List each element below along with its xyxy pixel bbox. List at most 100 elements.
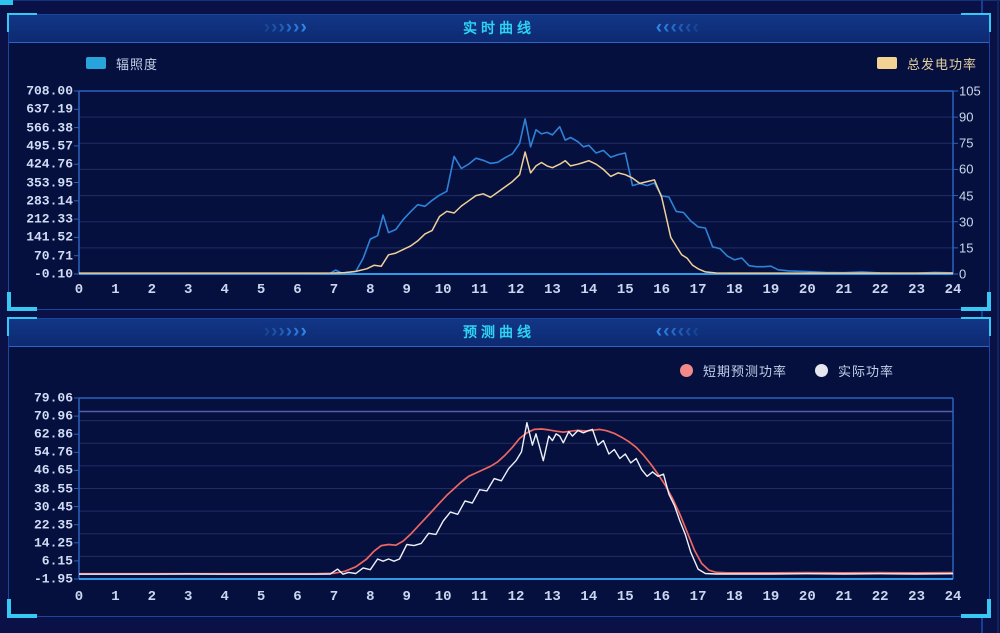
x-axis-tick-label: 5 — [256, 589, 266, 605]
x-axis-tick-label: 8 — [366, 589, 375, 605]
y-axis-tick-label: 283.14 — [26, 193, 73, 209]
panel-corner-accent — [7, 292, 37, 311]
chevron-glyph: ‹ — [663, 321, 671, 342]
chevron-glyph: ‹ — [692, 321, 700, 342]
x-axis-tick-label: 22 — [871, 589, 889, 605]
y-axis-tick-label: 45 — [959, 188, 974, 204]
x-axis-tick-label: 6 — [293, 589, 302, 605]
x-axis-tick-label: 16 — [653, 282, 671, 298]
chevron-glyph: › — [300, 321, 308, 342]
y-axis-tick-label: 60 — [959, 161, 974, 177]
x-axis-tick-label: 15 — [616, 589, 634, 605]
chevrons-left-icon: ‹‹‹‹‹‹ — [656, 15, 700, 41]
legend-total-power[interactable]: 总发电功率 — [876, 56, 977, 72]
y-axis-tick-label: 70.71 — [33, 248, 73, 264]
legend-actual-power[interactable]: 实际功率 — [814, 361, 894, 380]
y-axis-tick-label: 637.19 — [26, 101, 73, 117]
chevrons-right-icon: ›››››› — [264, 15, 308, 41]
chevron-glyph: › — [293, 321, 301, 342]
x-axis-tick-label: 4 — [220, 282, 229, 298]
x-axis-tick-label: 12 — [507, 589, 525, 605]
y-axis-tick-label: 566.38 — [26, 120, 73, 136]
right-frame-line — [981, 0, 983, 633]
chevron-glyph: ‹ — [685, 17, 693, 38]
y-axis-left: 79.06 70.96 62.86 54.76 46.65 38.55 30.45 22.35… — [9, 391, 73, 587]
forecast-curve-panel: ›››››› 预测曲线 ‹‹‹‹‹‹ 短期预测功率 实际功率 79.06 70.9… — [7, 317, 991, 618]
chevron-glyph: ‹ — [655, 17, 664, 38]
legend-irradiance[interactable]: 辐照度 — [86, 56, 159, 72]
x-axis-tick-label: 22 — [871, 282, 889, 298]
y-axis-tick-label: 14.25 — [33, 535, 73, 551]
x-axis-tick-label: 21 — [835, 589, 853, 605]
legend-dot-actual — [814, 363, 828, 377]
x-axis-tick-label: 8 — [366, 282, 375, 298]
y-axis-tick-label: 30 — [959, 214, 974, 230]
y-axis-tick-label: 30.45 — [33, 499, 73, 515]
panel-header: ›››››› 预测曲线 ‹‹‹‹‹‹ — [9, 319, 989, 347]
chevron-glyph: › — [271, 17, 279, 38]
x-axis-tick-label: 23 — [908, 282, 925, 298]
y-axis-tick-label: 708.00 — [26, 83, 73, 99]
x-axis-tick-label: 17 — [689, 589, 707, 605]
y-axis-tick-label: 54.76 — [33, 444, 73, 460]
x-axis-tick-label: 11 — [471, 282, 488, 298]
x-axis-tick-label: 21 — [835, 282, 853, 298]
chevron-glyph: › — [278, 321, 286, 342]
x-axis-tick-label: 2 — [147, 589, 157, 605]
y-axis-tick-label: 70.96 — [33, 408, 73, 424]
legend-dot-forecast — [679, 363, 693, 377]
panel-title: 实时曲线 — [463, 20, 535, 36]
x-axis-tick-label: 10 — [434, 282, 452, 298]
chevron-glyph: ‹ — [670, 321, 678, 342]
legend-forecast-group: 短期预测功率 实际功率 — [679, 361, 894, 380]
y-axis-tick-label: -0.10 — [33, 266, 73, 282]
plot-area[interactable] — [74, 397, 954, 580]
x-axis-tick-label: 24 — [944, 282, 962, 298]
y-axis-tick-label: 0 — [959, 266, 967, 282]
series-line[interactable] — [79, 428, 954, 575]
series-line[interactable] — [79, 151, 953, 274]
legend-label: 实际功率 — [837, 363, 894, 379]
legend-swatch-irradiance — [86, 57, 106, 69]
x-axis-tick-label: 19 — [762, 282, 780, 298]
chevrons-left-icon: ‹‹‹‹‹‹ — [656, 319, 700, 345]
y-axis-tick-label: 90 — [959, 109, 974, 125]
y-axis-tick-label: 79.06 — [33, 390, 73, 406]
screen-corner-accent — [0, 0, 13, 5]
x-axis-tick-label: 4 — [220, 589, 229, 605]
series-line[interactable] — [79, 422, 954, 575]
y-axis-tick-label: 141.52 — [26, 229, 73, 245]
x-axis-tick-label: 20 — [798, 282, 816, 298]
x-axis-tick-label: 14 — [580, 282, 598, 298]
top-frame-line — [0, 0, 1000, 1]
y-axis-tick-label: -1.95 — [33, 571, 73, 587]
panel-corner-accent — [7, 599, 37, 618]
y-axis-tick-label: 6.15 — [41, 553, 73, 569]
x-axis-tick-label: 17 — [689, 282, 707, 298]
x-axis-tick-label: 10 — [434, 589, 452, 605]
plot-area[interactable] — [74, 90, 958, 275]
x-axis-tick-label: 15 — [616, 282, 634, 298]
series-line[interactable] — [79, 118, 954, 275]
x-axis-tick-label: 9 — [402, 589, 411, 605]
chevron-glyph: › — [285, 17, 294, 38]
chevron-glyph: ‹ — [677, 17, 686, 38]
legend-swatch-total-power — [876, 57, 897, 69]
x-axis-tick-label: 7 — [329, 282, 339, 298]
chevrons-right-icon: ›››››› — [264, 319, 308, 345]
x-axis-tick-label: 16 — [653, 589, 671, 605]
y-axis-tick-label: 62.86 — [33, 426, 73, 442]
legend-label: 辐照度 — [116, 56, 159, 72]
chevron-glyph: ‹ — [655, 321, 664, 342]
panel-header: ›››››› 实时曲线 ‹‹‹‹‹‹ — [9, 15, 989, 43]
x-axis: 0 1 2 3 4 5 6 7 8 9 10 11 12 13 14 15 16 17 18 19 20 21 22 23 24 — [75, 589, 962, 607]
y-axis-right: 105 90 75 60 45 30 15 0 — [959, 84, 991, 282]
chevron-glyph: › — [271, 321, 279, 342]
y-axis-tick-label: 212.33 — [26, 211, 73, 227]
legend-forecast-power[interactable]: 短期预测功率 — [679, 361, 787, 380]
legend-label: 短期预测功率 — [702, 363, 787, 379]
x-axis-tick-label: 3 — [184, 282, 193, 298]
x-axis-tick-label: 13 — [544, 282, 561, 298]
x-axis-tick-label: 11 — [471, 589, 488, 605]
